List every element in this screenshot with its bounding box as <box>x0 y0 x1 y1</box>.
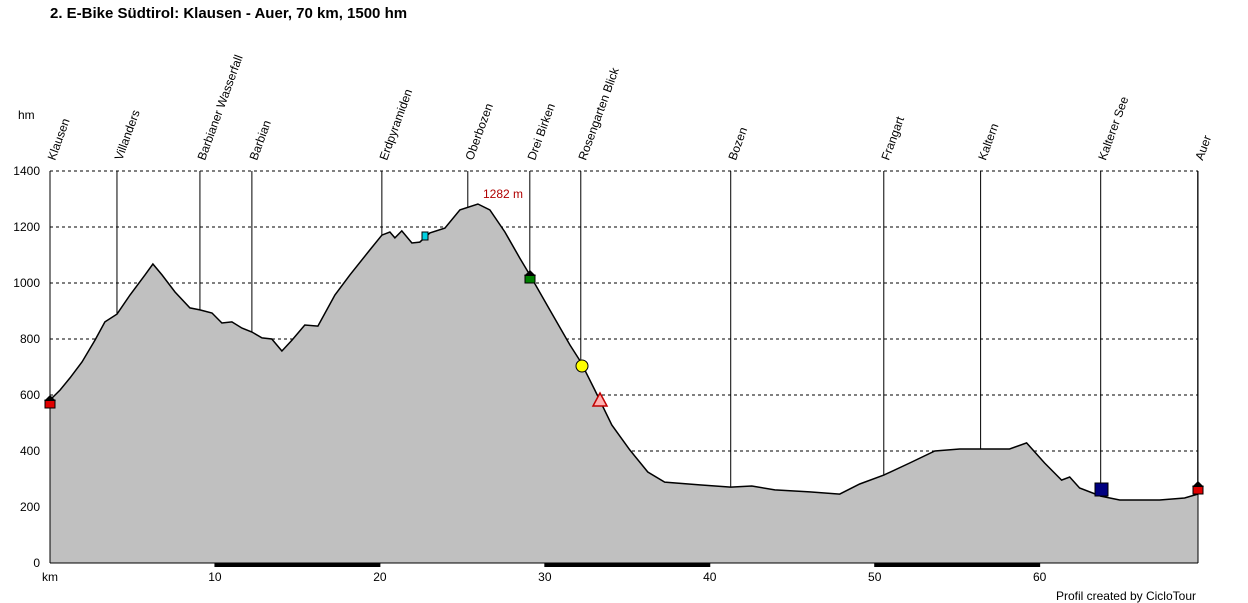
y-tick-label: 0 <box>33 556 40 570</box>
x-tick-label: 60 <box>1033 570 1047 584</box>
icon <box>1192 485 1204 495</box>
y-tick-label: 200 <box>20 500 40 514</box>
icon <box>524 270 536 276</box>
icon <box>524 274 536 284</box>
x-tick-label: 50 <box>868 570 882 584</box>
footer: Profil created by CicloTour <box>1056 589 1196 603</box>
y-tick-label: 1400 <box>13 164 40 178</box>
y-tick-label: 400 <box>20 444 40 458</box>
icon <box>591 391 609 407</box>
y-tick-label: 1200 <box>13 220 40 234</box>
scale-bar <box>544 563 710 567</box>
x-tick-label: 30 <box>538 570 552 584</box>
icon <box>44 399 56 409</box>
icon <box>44 395 56 401</box>
elevation-area <box>50 204 1198 563</box>
icon <box>1094 482 1109 497</box>
y-axis-label: hm <box>18 108 35 122</box>
icon <box>575 359 589 373</box>
x-tick-label: 20 <box>373 570 387 584</box>
x-tick-label: 40 <box>703 570 717 584</box>
icon <box>421 231 429 241</box>
max-annotation: 1282 m <box>483 187 523 201</box>
icon <box>1192 481 1204 487</box>
x-tick-label: 10 <box>208 570 222 584</box>
scale-bar <box>214 563 380 567</box>
x-axis-label: km <box>42 570 58 584</box>
elevation-line <box>49 203 1198 501</box>
y-tick-label: 600 <box>20 388 40 402</box>
icons <box>44 231 1204 497</box>
chart-title: 2. E-Bike Südtirol: Klausen - Auer, 70 k… <box>50 5 407 22</box>
y-tick-label: 1000 <box>13 276 40 290</box>
y-tick-label: 800 <box>20 332 40 346</box>
scale-bar <box>874 563 1040 567</box>
